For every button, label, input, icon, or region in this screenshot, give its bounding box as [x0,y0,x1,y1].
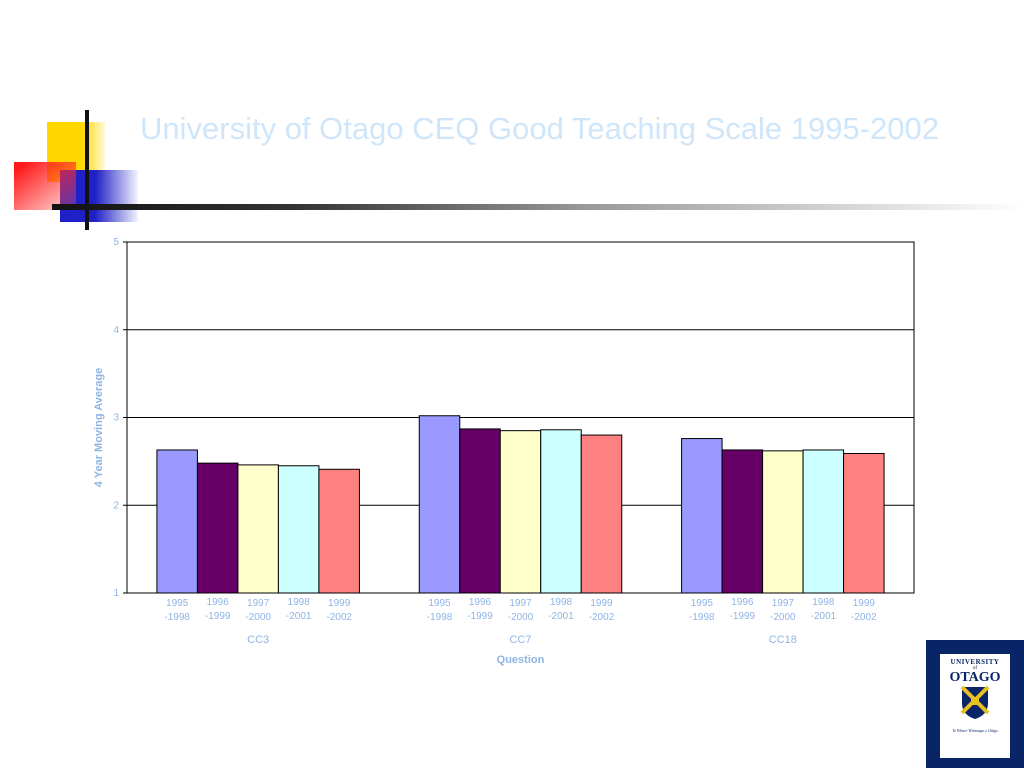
bar-label: 1995 [166,598,189,609]
y-tick-label: 3 [113,413,119,424]
bar-label: 1998 [288,597,311,608]
bar-label: 1999 [853,598,876,609]
category-label: CC3 [247,634,269,646]
bar-label: 1996 [469,597,492,608]
y-tick-label: 1 [113,588,119,599]
bar-label: 1997 [247,598,270,609]
bar-label: 1995 [428,598,451,609]
university-crest-icon [960,685,990,719]
bar-label: -1998 [427,612,453,623]
horizontal-rule-decoration [52,204,1024,210]
bar-label: -2002 [851,612,877,623]
labels: 1 2 3 4 5 1995 -1998 1996 -1999 1997 -2000 1998 -200… [93,237,877,666]
bar-label: -1999 [205,611,231,622]
bar-CC7-1 [459,428,501,594]
bars [156,415,885,594]
university-logo: UNIVERSITY of OTAGO Te Whare Wānanga o O… [926,640,1024,768]
logo-name-text: OTAGO [949,670,1001,685]
bar-CC18-1 [721,449,764,594]
bar-label: -2001 [811,611,837,622]
bar-label: -2000 [245,612,271,623]
bar-label: 1997 [772,598,795,609]
bar-label: -1999 [467,611,493,622]
bar-label: 1996 [207,597,230,608]
logo-panel: UNIVERSITY of OTAGO Te Whare Wānanga o O… [940,654,1010,758]
logo-of-text: of [972,666,978,671]
bar-CC18-4 [843,452,885,594]
logo-top-text: UNIVERSITY [950,658,1000,666]
bar-CC3-2 [237,464,279,594]
y-tick-label: 4 [113,325,119,336]
bar-label: -2000 [508,612,534,623]
bar-label: 1999 [590,598,613,609]
slide-title: University of Otago CEQ Good Teaching Sc… [140,111,940,146]
bar-label: 1997 [509,598,532,609]
x-axis-title: Question [497,654,545,666]
bar-CC3-4 [318,468,360,594]
bar-label: -2001 [548,611,574,622]
bar-label: -1998 [164,612,190,623]
red-square-decoration [14,162,76,210]
y-axis-title: 4 Year Moving Average [93,368,105,487]
bar-label: -2000 [770,612,796,623]
bar-CC3-3 [277,465,320,594]
bar-CC3-0 [156,449,198,594]
vertical-rule-decoration [85,110,89,230]
bar-CC7-0 [418,415,461,594]
bar-label: -2002 [589,612,615,623]
bar-CC3-1 [196,462,239,594]
bar-CC18-3 [802,449,845,594]
bar-label: 1998 [812,597,835,608]
bar-label: -1998 [689,612,715,623]
bar-label: 1998 [550,597,573,608]
bar-label: 1996 [731,597,754,608]
bar-CC7-4 [580,434,623,594]
bar-label: 1999 [328,598,351,609]
corner-decoration [0,0,1024,240]
bar-label: -2002 [326,612,352,623]
bar-CC7-2 [499,430,542,594]
bar-label: -2001 [286,611,312,622]
bar-label: 1995 [691,598,714,609]
logo-motto-text: Te Whare Wānanga o Otāgo [952,728,998,733]
y-tick-label: 5 [113,237,119,248]
category-label: CC18 [769,634,797,646]
bar-CC18-2 [762,450,804,594]
bar-CC18-0 [681,438,723,594]
bar-label: -1999 [730,611,756,622]
category-label: CC7 [509,634,531,646]
y-tick-label: 2 [113,500,119,511]
bar-CC7-3 [540,429,582,594]
